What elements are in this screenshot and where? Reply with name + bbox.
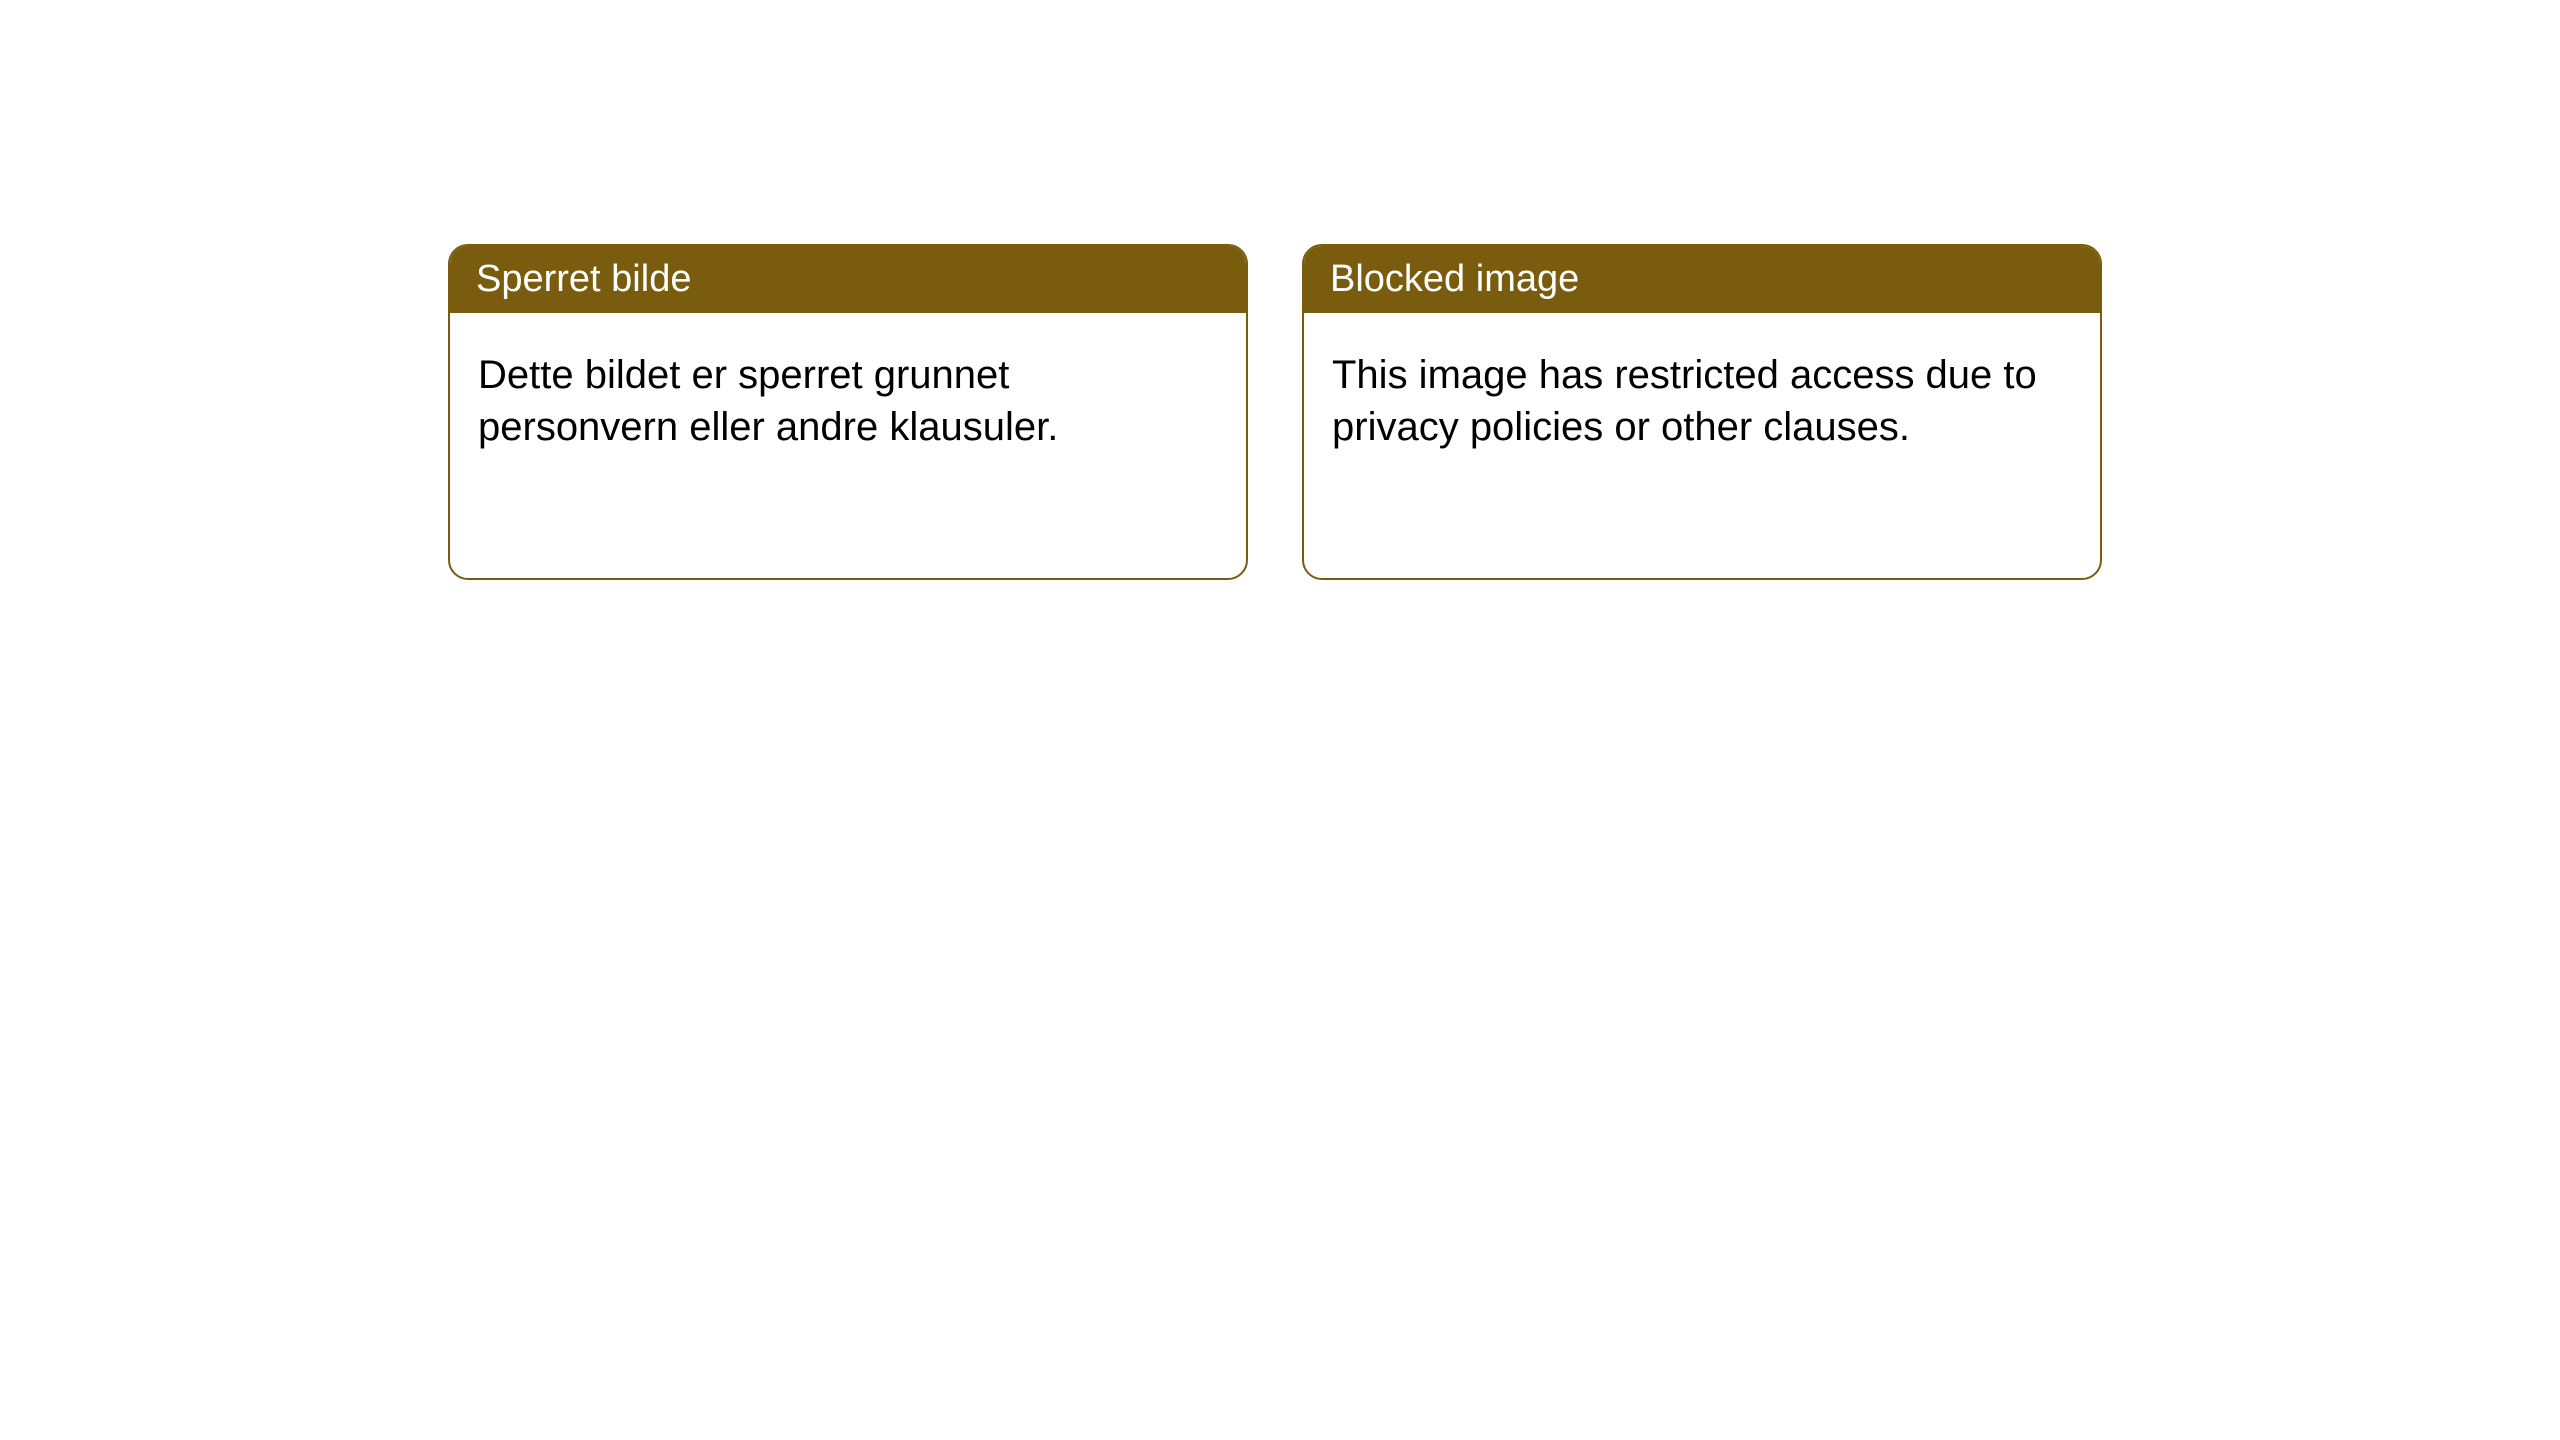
notice-cards-container: Sperret bilde Dette bildet er sperret gr…: [448, 244, 2102, 580]
card-header: Blocked image: [1304, 246, 2100, 313]
card-title: Sperret bilde: [476, 258, 691, 300]
card-body: Dette bildet er sperret grunnet personve…: [450, 313, 1246, 489]
card-header: Sperret bilde: [450, 246, 1246, 313]
notice-card-english: Blocked image This image has restricted …: [1302, 244, 2102, 580]
notice-card-norwegian: Sperret bilde Dette bildet er sperret gr…: [448, 244, 1248, 580]
card-body-text: This image has restricted access due to …: [1332, 353, 2037, 449]
card-body: This image has restricted access due to …: [1304, 313, 2100, 489]
card-title: Blocked image: [1330, 258, 1579, 300]
card-body-text: Dette bildet er sperret grunnet personve…: [478, 353, 1058, 449]
